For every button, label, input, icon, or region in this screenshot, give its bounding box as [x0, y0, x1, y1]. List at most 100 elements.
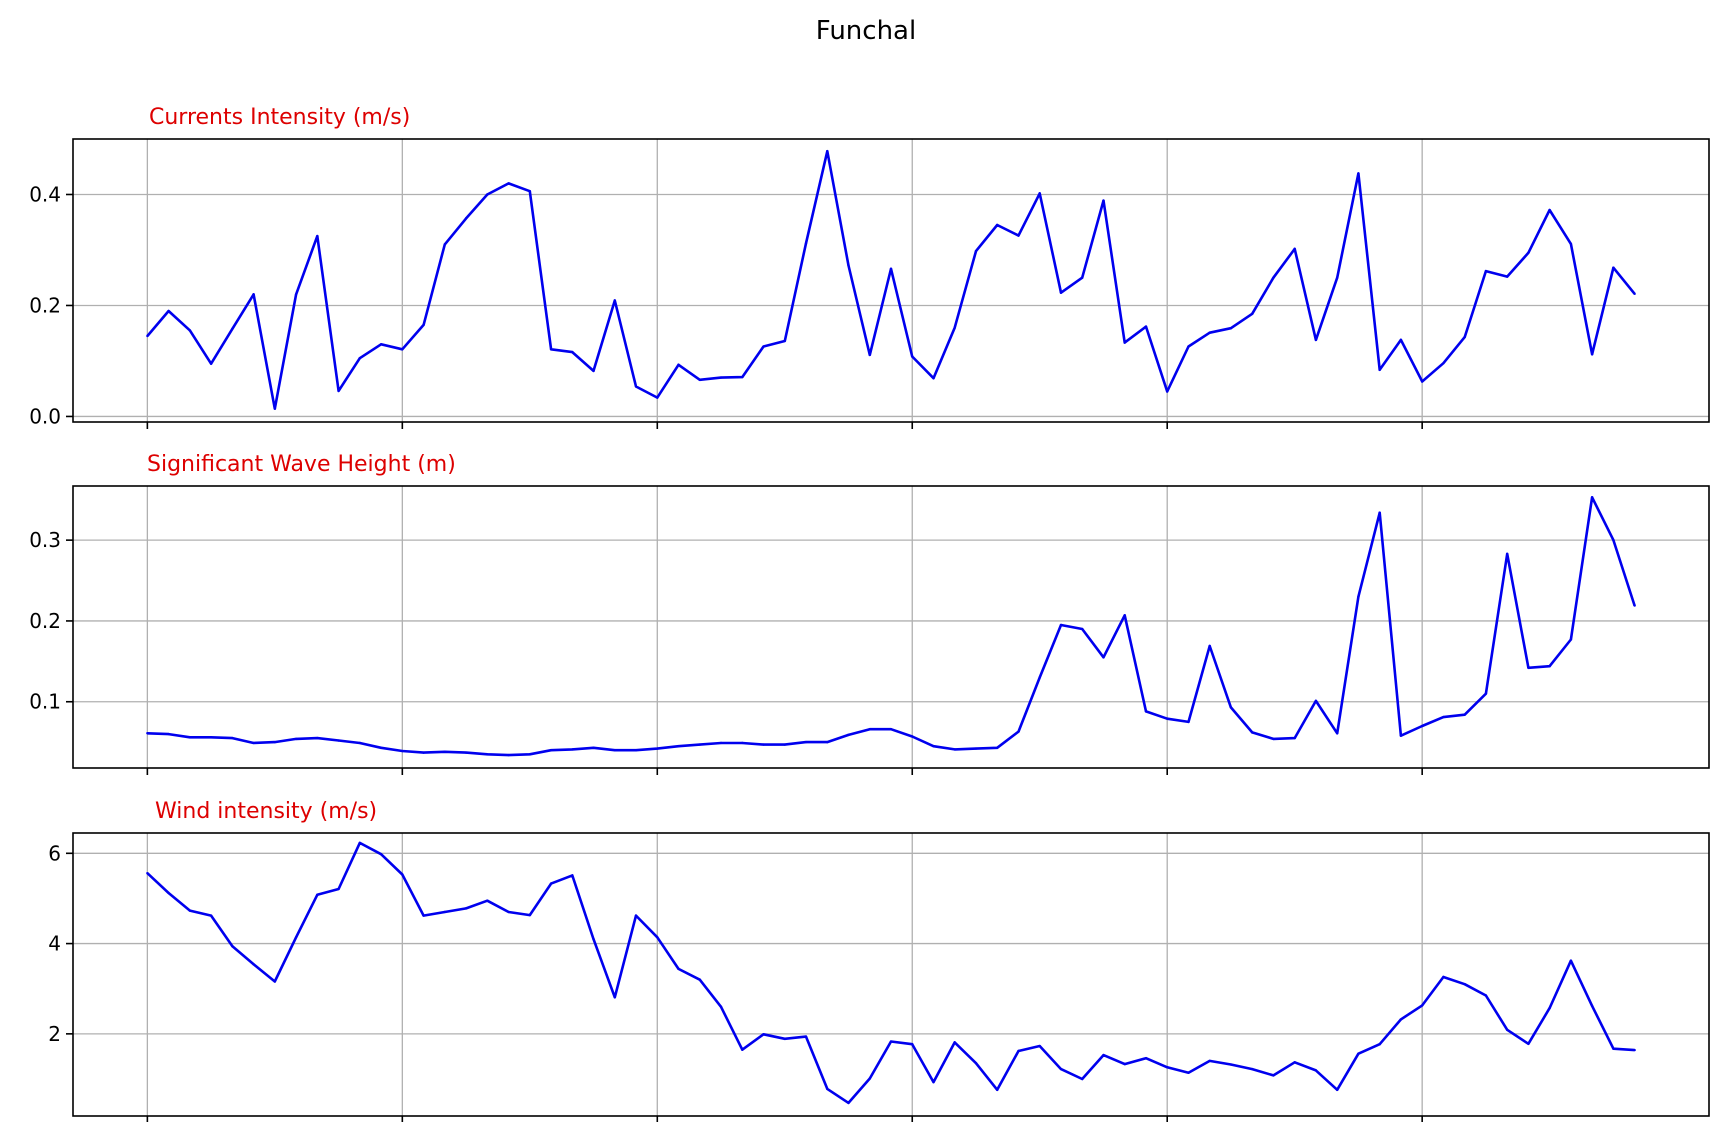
data-point	[1633, 604, 1636, 607]
data-point	[1059, 623, 1063, 627]
data-point	[1144, 710, 1148, 713]
data-point	[592, 937, 595, 941]
data-point	[592, 369, 595, 373]
data-point	[656, 396, 659, 399]
data-point	[571, 874, 574, 877]
data-point	[783, 1037, 786, 1041]
data-point	[1505, 552, 1509, 556]
data-point	[698, 743, 701, 746]
data-point	[868, 353, 871, 357]
data-point	[1357, 1052, 1360, 1055]
data-point	[1548, 1006, 1551, 1010]
data-point	[1166, 390, 1169, 393]
data-point	[401, 749, 404, 753]
data-point	[209, 362, 213, 365]
data-point	[422, 751, 425, 754]
data-point	[1166, 717, 1169, 720]
data-point	[1017, 1049, 1020, 1053]
data-point	[1314, 699, 1318, 703]
data-point	[911, 355, 914, 358]
data-point	[1038, 1044, 1041, 1048]
data-point	[1102, 199, 1105, 202]
data-point	[974, 747, 978, 750]
data-point	[528, 913, 532, 917]
data-point	[146, 732, 149, 735]
data-point	[656, 936, 659, 939]
data-point	[1293, 1061, 1296, 1064]
data-point	[337, 389, 340, 393]
data-point	[996, 746, 999, 749]
data-point	[1335, 732, 1339, 735]
data-point	[1484, 269, 1488, 273]
data-point	[1187, 1071, 1190, 1074]
data-point	[1208, 331, 1211, 334]
data-point	[167, 891, 170, 895]
data-point	[719, 1005, 723, 1008]
data-point	[1399, 1018, 1403, 1021]
y-tick-label: 0.0	[29, 404, 61, 428]
data-point	[1612, 266, 1615, 269]
data-point	[868, 728, 871, 731]
data-point	[443, 750, 447, 754]
data-point	[804, 1035, 808, 1038]
data-point	[1102, 1053, 1105, 1057]
data-point	[294, 936, 298, 939]
data-point	[273, 407, 277, 410]
data-point	[188, 329, 192, 332]
data-point	[974, 249, 978, 253]
data-point	[1527, 1042, 1530, 1045]
data-point	[1166, 1066, 1169, 1069]
data-point	[1420, 380, 1424, 383]
y-tick-label: 0.1	[29, 690, 61, 714]
data-point	[252, 963, 255, 966]
data-point	[528, 189, 532, 193]
y-tick-label: 0.4	[29, 182, 61, 206]
data-point	[167, 732, 170, 736]
data-point	[1272, 276, 1275, 279]
data-point	[656, 747, 659, 750]
data-point	[1314, 1069, 1318, 1072]
data-point	[1208, 644, 1211, 648]
y-tick-label: 0.2	[29, 609, 61, 633]
subplot-3: 2 4 6 Wind intensity (m/s)	[48, 799, 1710, 1122]
data-point	[868, 1077, 871, 1080]
data-point	[1081, 276, 1084, 279]
data-point	[422, 323, 425, 327]
data-point	[464, 751, 468, 754]
data-point	[337, 739, 340, 742]
data-point	[1527, 666, 1530, 670]
y-tick-label: 6	[48, 841, 61, 865]
data-point	[1335, 276, 1339, 279]
y-tick-label: 0.2	[29, 293, 61, 317]
data-point	[1463, 713, 1466, 716]
data-point	[337, 887, 340, 891]
data-point	[847, 733, 850, 737]
data-point	[358, 356, 362, 360]
data-point	[486, 899, 489, 902]
data-point	[1569, 242, 1573, 246]
data-point	[1505, 1028, 1509, 1031]
data-point	[1357, 595, 1360, 598]
data-point	[1442, 975, 1445, 979]
data-point	[1144, 1057, 1148, 1060]
data-point	[379, 853, 383, 856]
data-point	[1144, 325, 1148, 328]
data-point	[316, 234, 319, 238]
data-point	[996, 1088, 999, 1092]
subplot-title: Currents Intensity (m/s)	[149, 105, 410, 130]
data-point	[1059, 291, 1063, 294]
data-point	[167, 309, 170, 313]
data-point	[1293, 247, 1296, 251]
data-point	[1059, 1067, 1063, 1071]
subplot-2: 0.1 0.2 0.3 Significant Wave Height (m)	[29, 452, 1710, 775]
data-point	[294, 737, 298, 741]
data-point	[1017, 234, 1020, 237]
data-point	[252, 741, 255, 745]
data-point	[231, 327, 234, 330]
y-tick-label: 0.3	[29, 528, 61, 552]
data-point	[1442, 361, 1445, 365]
data-point	[932, 1080, 935, 1084]
data-point	[273, 740, 277, 744]
data-point	[1081, 627, 1084, 631]
